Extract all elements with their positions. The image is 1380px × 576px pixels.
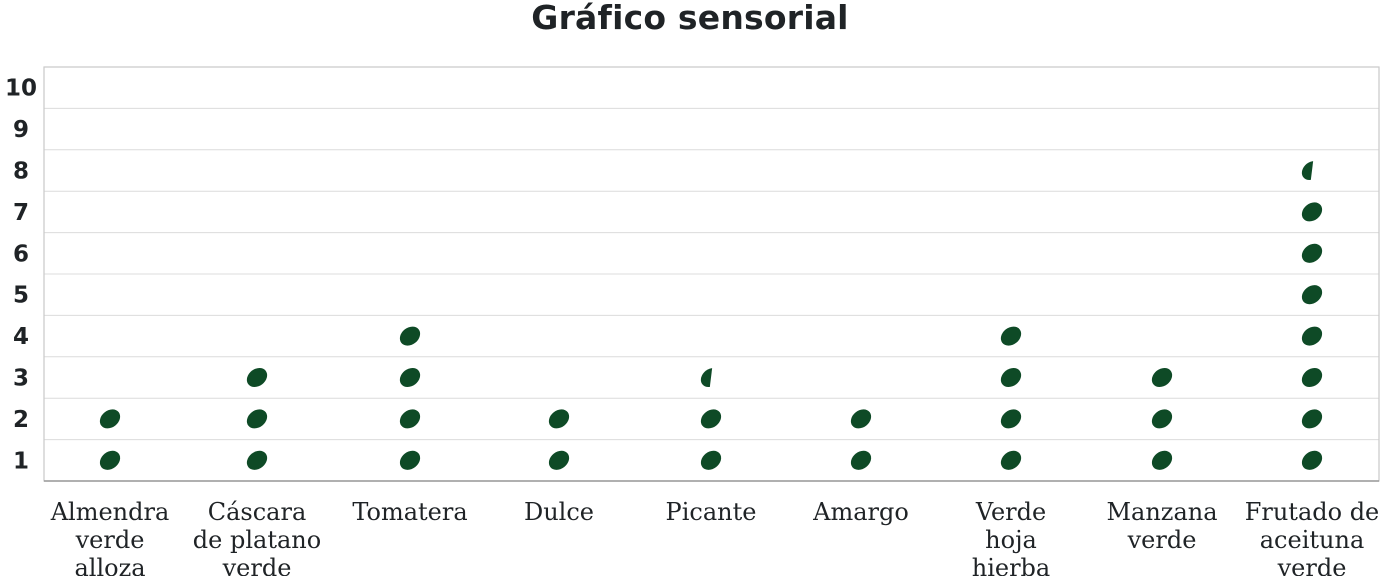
x-category-label-line: Verde: [975, 498, 1046, 526]
x-category-label-line: Frutado de: [1245, 498, 1380, 526]
data-series-column: [1301, 160, 1323, 470]
x-category-label-line: Cáscara: [208, 498, 307, 526]
x-category-label-line: hoja: [985, 526, 1037, 554]
olive-marker: [1000, 409, 1022, 429]
olive-marker: [1151, 450, 1173, 470]
olive-marker: [1000, 367, 1022, 388]
olive-marker: [1151, 409, 1173, 429]
olive-marker: [700, 450, 722, 470]
x-category-label-line: Manzana: [1106, 498, 1217, 526]
olive-marker: [1301, 326, 1323, 346]
data-series-column: [850, 409, 872, 470]
x-category-label-line: Picante: [666, 498, 757, 526]
olive-marker: [99, 409, 121, 429]
data-series-column: [1151, 367, 1173, 470]
olive-marker: [700, 409, 722, 429]
olive-marker: [1000, 450, 1022, 470]
y-tick-label: 3: [13, 366, 29, 392]
grid-lines: [44, 107, 1379, 441]
x-category-label-line: verde: [75, 526, 145, 554]
y-tick-label: 7: [13, 200, 29, 226]
x-category-label-line: hierba: [972, 554, 1050, 576]
olive-marker: [399, 450, 421, 470]
olive-marker: [1301, 243, 1323, 263]
half-olive-marker: [1301, 160, 1323, 181]
olive-marker: [399, 409, 421, 429]
y-tick-label: 6: [13, 241, 29, 267]
x-category-label-line: Almendra: [50, 498, 170, 526]
x-category-label-line: de platano: [193, 526, 321, 554]
x-category-label: Dulce: [524, 498, 594, 526]
x-category-label-line: Amargo: [812, 498, 909, 526]
x-category-label-line: verde: [1127, 526, 1197, 554]
olive-marker: [850, 409, 872, 429]
y-tick-label: 9: [13, 117, 29, 143]
x-category-label: Picante: [666, 498, 757, 526]
olive-marker: [1151, 367, 1173, 388]
x-category-label-line: verde: [222, 554, 292, 576]
x-category-label: Tomatera: [352, 498, 467, 526]
y-tick-label: 1: [13, 448, 29, 474]
x-category-label: Amargo: [812, 498, 909, 526]
olive-marker: [246, 409, 268, 429]
olive-marker: [1301, 202, 1323, 222]
x-category-label-line: Dulce: [524, 498, 594, 526]
olive-marker: [246, 367, 268, 388]
y-tick-label: 4: [13, 324, 29, 350]
olive-marker: [399, 326, 421, 346]
y-tick-label: 5: [13, 283, 29, 309]
x-category-label-line: aceituna: [1260, 526, 1365, 554]
olive-marker: [1301, 367, 1323, 388]
y-axis-ticks: 1 2 3 4 5 6 7 8 9 10: [5, 76, 37, 475]
olive-marker: [1301, 409, 1323, 429]
olive-marker: [548, 409, 570, 429]
chart-title: Gráfico sensorial: [531, 0, 849, 37]
olive-marker: [1000, 326, 1022, 346]
olive-marker: [246, 450, 268, 470]
olive-marker: [1301, 450, 1323, 470]
olive-marker: [399, 367, 421, 388]
x-category-label-line: alloza: [74, 554, 145, 576]
data-series-column: [700, 367, 722, 470]
half-olive-marker: [700, 367, 722, 388]
olive-marker: [850, 450, 872, 470]
olive-marker: [548, 450, 570, 470]
olive-marker: [1301, 285, 1323, 305]
data-series-column: [246, 367, 268, 470]
data-markers: [99, 160, 1323, 470]
x-category-label-line: verde: [1277, 554, 1347, 576]
data-series-column: [99, 409, 121, 470]
data-series-column: [1000, 326, 1022, 470]
x-category-label-line: Tomatera: [352, 498, 467, 526]
y-tick-label: 10: [5, 76, 37, 102]
olive-marker: [99, 450, 121, 470]
y-tick-label: 8: [13, 159, 29, 185]
data-series-column: [548, 409, 570, 470]
y-tick-label: 2: [13, 407, 29, 433]
data-series-column: [399, 326, 421, 470]
